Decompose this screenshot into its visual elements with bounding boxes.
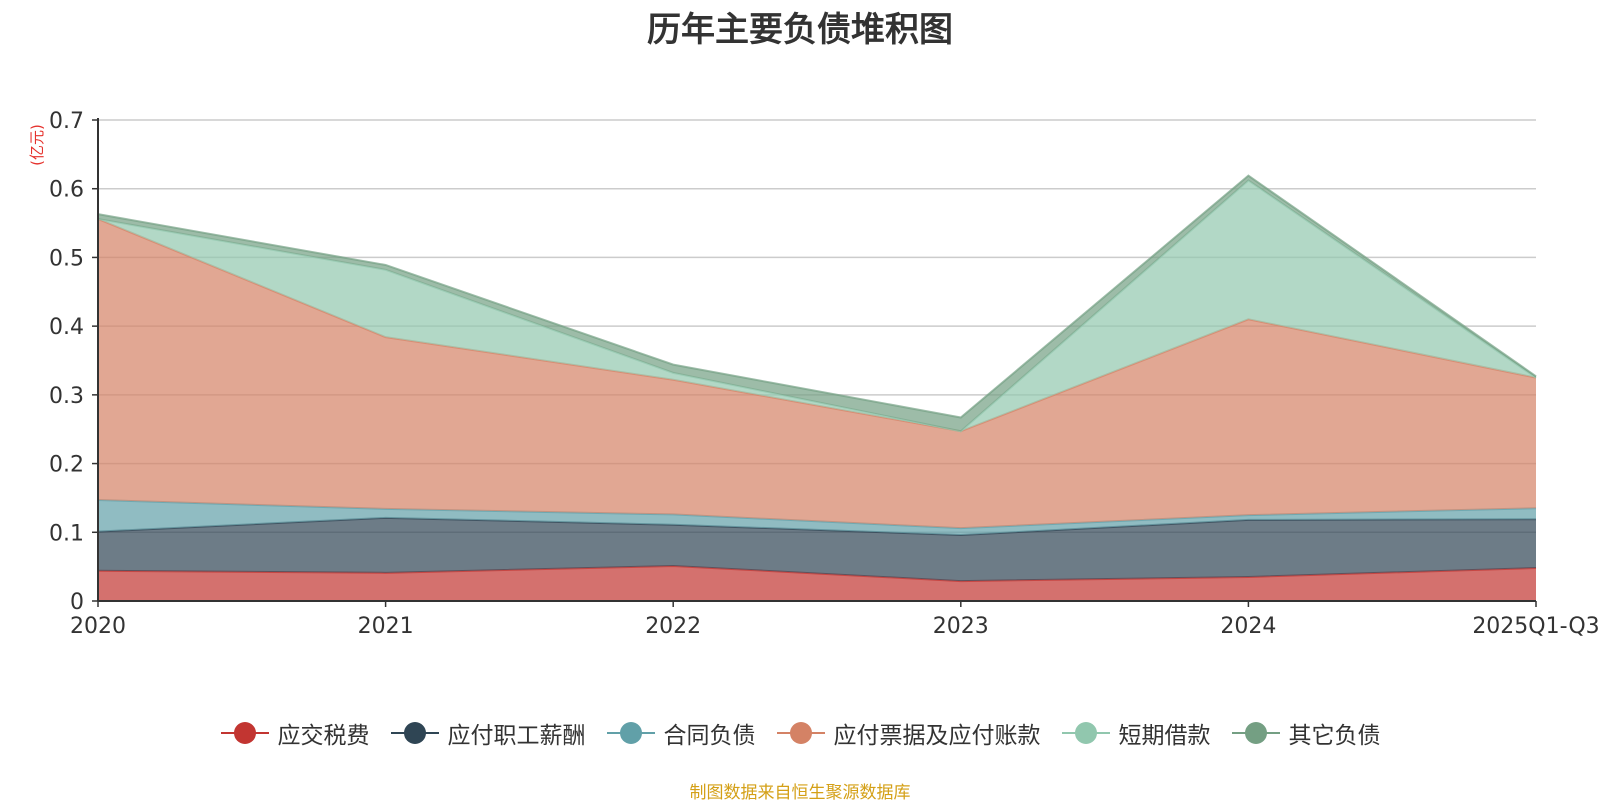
legend-item[interactable]: 应付职工薪酬 <box>390 716 586 750</box>
legend-marker-icon <box>220 722 269 744</box>
x-tick-label: 2025Q1-Q3 <box>1472 614 1599 639</box>
chart-title: 历年主要负债堆积图 <box>647 10 953 50</box>
legend-label: 应交税费 <box>277 723 370 749</box>
legend-item[interactable]: 其它负债 <box>1231 716 1381 750</box>
y-tick-label: 0 <box>70 590 84 615</box>
area-3 <box>98 218 1536 529</box>
y-tick-label: 0.7 <box>49 109 84 134</box>
area-2 <box>98 499 1536 536</box>
legend-marker-icon <box>1061 722 1110 744</box>
legend-item[interactable]: 应交税费 <box>220 716 370 750</box>
y-axis-unit: (亿元) <box>28 124 46 166</box>
legend-label: 短期借款 <box>1118 723 1211 749</box>
legend-label: 应付票据及应付账款 <box>833 723 1041 749</box>
area-4 <box>98 180 1536 432</box>
legend-marker-icon <box>776 722 825 744</box>
y-tick-label: 0.6 <box>49 178 84 203</box>
x-tick-label: 2023 <box>933 614 989 639</box>
x-tick-label: 2022 <box>645 614 701 639</box>
legend-marker-icon <box>390 722 439 744</box>
area-0 <box>98 565 1536 601</box>
legend-marker-icon <box>606 722 655 744</box>
area-line-5 <box>97 174 1537 419</box>
y-tick-label: 0.1 <box>49 521 84 546</box>
x-tick-label: 2021 <box>358 614 414 639</box>
y-tick-label: 0.3 <box>49 384 84 409</box>
axes: 0 0.1 0.2 0.3 0.4 0.5 0.6 0.7 2020 2021 2022 2023 20… <box>49 109 1600 639</box>
legend-label: 其它负债 <box>1288 723 1381 749</box>
y-tick-label: 0.5 <box>49 246 84 271</box>
area-1 <box>98 517 1536 582</box>
legend-item[interactable]: 合同负债 <box>606 716 756 750</box>
legend: 应交税费 应付职工薪酬 合同负债 应付票据及应付账款 短期借款 其它负债 <box>0 716 1600 750</box>
legend-item[interactable]: 短期借款 <box>1061 716 1211 750</box>
legend-label: 应付职工薪酬 <box>447 723 586 749</box>
x-tick-label: 2020 <box>70 614 126 639</box>
legend-label: 合同负债 <box>663 723 756 749</box>
legend-item[interactable]: 应付票据及应付账款 <box>776 716 1041 750</box>
x-tick-label: 2024 <box>1220 614 1276 639</box>
y-tick-label: 0.4 <box>49 315 84 340</box>
legend-marker-icon <box>1231 722 1280 744</box>
stacked-areas <box>97 174 1537 601</box>
area-5 <box>98 175 1536 432</box>
y-tick-label: 0.2 <box>49 453 84 478</box>
source-note: 制图数据来自恒生聚源数据库 <box>689 783 911 803</box>
